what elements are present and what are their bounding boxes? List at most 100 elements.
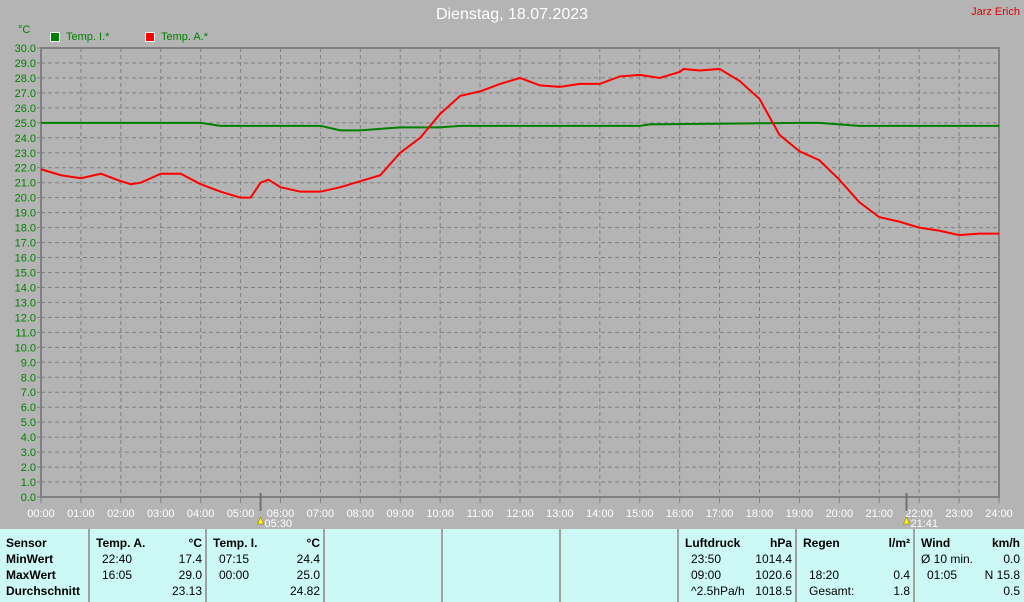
y-tick-label: 1.0 [21,477,36,489]
cell-time: 00:00 [219,568,250,582]
cell-time: Gesamt: [809,584,855,598]
y-tick-label: 23.0 [15,148,36,160]
cell-value: 0.4 [893,568,910,582]
x-tick-label: 23:00 [945,508,973,520]
y-tick-label: 16.0 [15,253,36,265]
row-label: MinWert [6,552,54,566]
cell-value: 0.5 [1003,584,1020,598]
x-tick-label: 11:00 [467,508,494,520]
cell-time: 18:20 [809,568,840,582]
chart-title: Dienstag, 18.07.2023 [435,6,589,23]
series-line-temp-a [40,67,999,237]
x-tick-label: 12:00 [506,508,534,520]
cell-value: 25.0 [296,568,320,582]
x-tick-label: 02:00 [107,508,135,520]
y-tick-label: 0.0 [21,492,36,504]
series-line-temp-i [41,121,999,132]
marker-label: 21:41 [911,518,939,529]
y-tick-label: 27.0 [15,88,36,100]
sunrise-icon [257,516,264,525]
sunset-icon [903,516,910,525]
row-label: Durchschnitt [6,584,81,598]
column-header: Temp. I. [213,536,258,550]
x-tick-label: 03:00 [147,508,175,520]
cell-value: 23.13 [171,584,202,598]
col-wind: Wind km/h Ø 10 min. 0.0 01:05 N 15.8 0.5 [913,529,1024,602]
col-temp-i: Temp. I. °C 07:15 24.4 00:00 25.0 24.82 [205,529,324,602]
cell-time: 09:00 [691,568,722,582]
plot-border [40,47,1000,498]
x-tick-label: 16:00 [666,508,694,520]
y-tick-label: 22.0 [15,163,36,175]
cell-time: 22:40 [102,552,133,566]
y-tick-label: 10.0 [15,342,36,354]
column-unit: l/m² [888,536,910,550]
cell-time: Ø 10 min. [921,552,974,566]
x-tick-label: 10:00 [426,508,454,520]
x-tick-label: 00:00 [27,508,55,520]
x-tick-label: 06:00 [267,508,295,520]
cell-value: 24.82 [289,584,320,598]
cell-time: ^2.5hPa/h [691,584,745,598]
x-tick-label: 21:00 [865,508,893,520]
x-tick-label: 20:00 [826,508,854,520]
y-tick-label: 26.0 [15,103,36,115]
y-tick-label: 28.0 [15,73,36,85]
col-empty [323,529,442,602]
col-temp-a: Temp. A. °C 22:40 17.4 16:05 29.0 23.13 [88,529,206,602]
x-tick-label: 14:00 [586,508,614,520]
y-tick-label: 25.0 [15,118,36,130]
y-tick-label: 4.0 [21,432,36,444]
x-tick-label: 04:00 [187,508,215,520]
cell-value: N 15.8 [984,568,1020,582]
y-tick-label: 12.0 [15,312,36,324]
cell-value: 1018.5 [755,584,792,598]
cell-value: 0.0 [1003,552,1020,566]
column-unit: °C [188,536,202,550]
column-unit: km/h [991,536,1020,550]
column-unit: °C [306,536,320,550]
cell-value: 29.0 [178,568,202,582]
x-tick-label: 05:00 [227,508,255,520]
cell-value: 1014.4 [755,552,792,566]
y-tick-label: 21.0 [15,178,36,190]
x-tick-label: 17:00 [706,508,734,520]
y-tick-label: 17.0 [15,238,36,250]
legend-swatch [50,32,60,42]
y-tick-label: 7.0 [21,387,36,399]
legend-swatch [145,32,155,42]
y-tick-label: 30.0 [15,43,36,55]
y-tick-label: 11.0 [15,327,36,339]
x-tick-label: 22:00 [905,508,933,520]
cell-value: 17.4 [178,552,202,566]
cell-time: 01:05 [927,568,958,582]
cell-value: 1.8 [893,584,910,598]
y-tick-label: 8.0 [21,372,36,384]
col-empty [559,529,678,602]
y-tick-label: 6.0 [21,402,36,414]
col-empty [441,529,560,602]
cell-time: 16:05 [102,568,133,582]
x-tick-label: 19:00 [786,508,814,520]
cell-value: 1020.6 [755,568,792,582]
y-tick-label: 15.0 [15,268,36,280]
column-header: Temp. A. [96,536,146,550]
marker-label: 05:30 [265,518,293,529]
row-label: MaxWert [6,568,56,582]
y-tick-label: 29.0 [15,58,36,70]
column-header: Luftdruck [685,536,741,550]
col-luftdruck: Luftdruck hPa 23:50 1014.4 09:00 1020.6 ^2.5hP… [677,529,796,602]
legend-item-temp-a: Temp. A.* [145,31,208,43]
temperature-chart: 0.0 1.0 2.0 3.0 4.0 5.0 6.0 7.0 8.0 9.0 10.0 11.0 12… [15,43,1013,529]
y-tick-label: 14.0 [15,282,36,294]
y-tick-label: 19.0 [15,208,36,220]
y-tick-label: 5.0 [21,417,36,429]
header-sensor: Sensor [6,536,47,550]
cell-time: 07:15 [219,552,250,566]
x-tick-label: 09:00 [386,508,414,520]
cell-value: 24.4 [296,552,320,566]
x-tick-label: 08:00 [347,508,375,520]
y-tick-label: 3.0 [21,447,36,459]
col-regen: Regen l/m² 18:20 0.4 Gesamt: 1.8 [795,529,914,602]
legend-label: Temp. I.* [66,31,110,43]
